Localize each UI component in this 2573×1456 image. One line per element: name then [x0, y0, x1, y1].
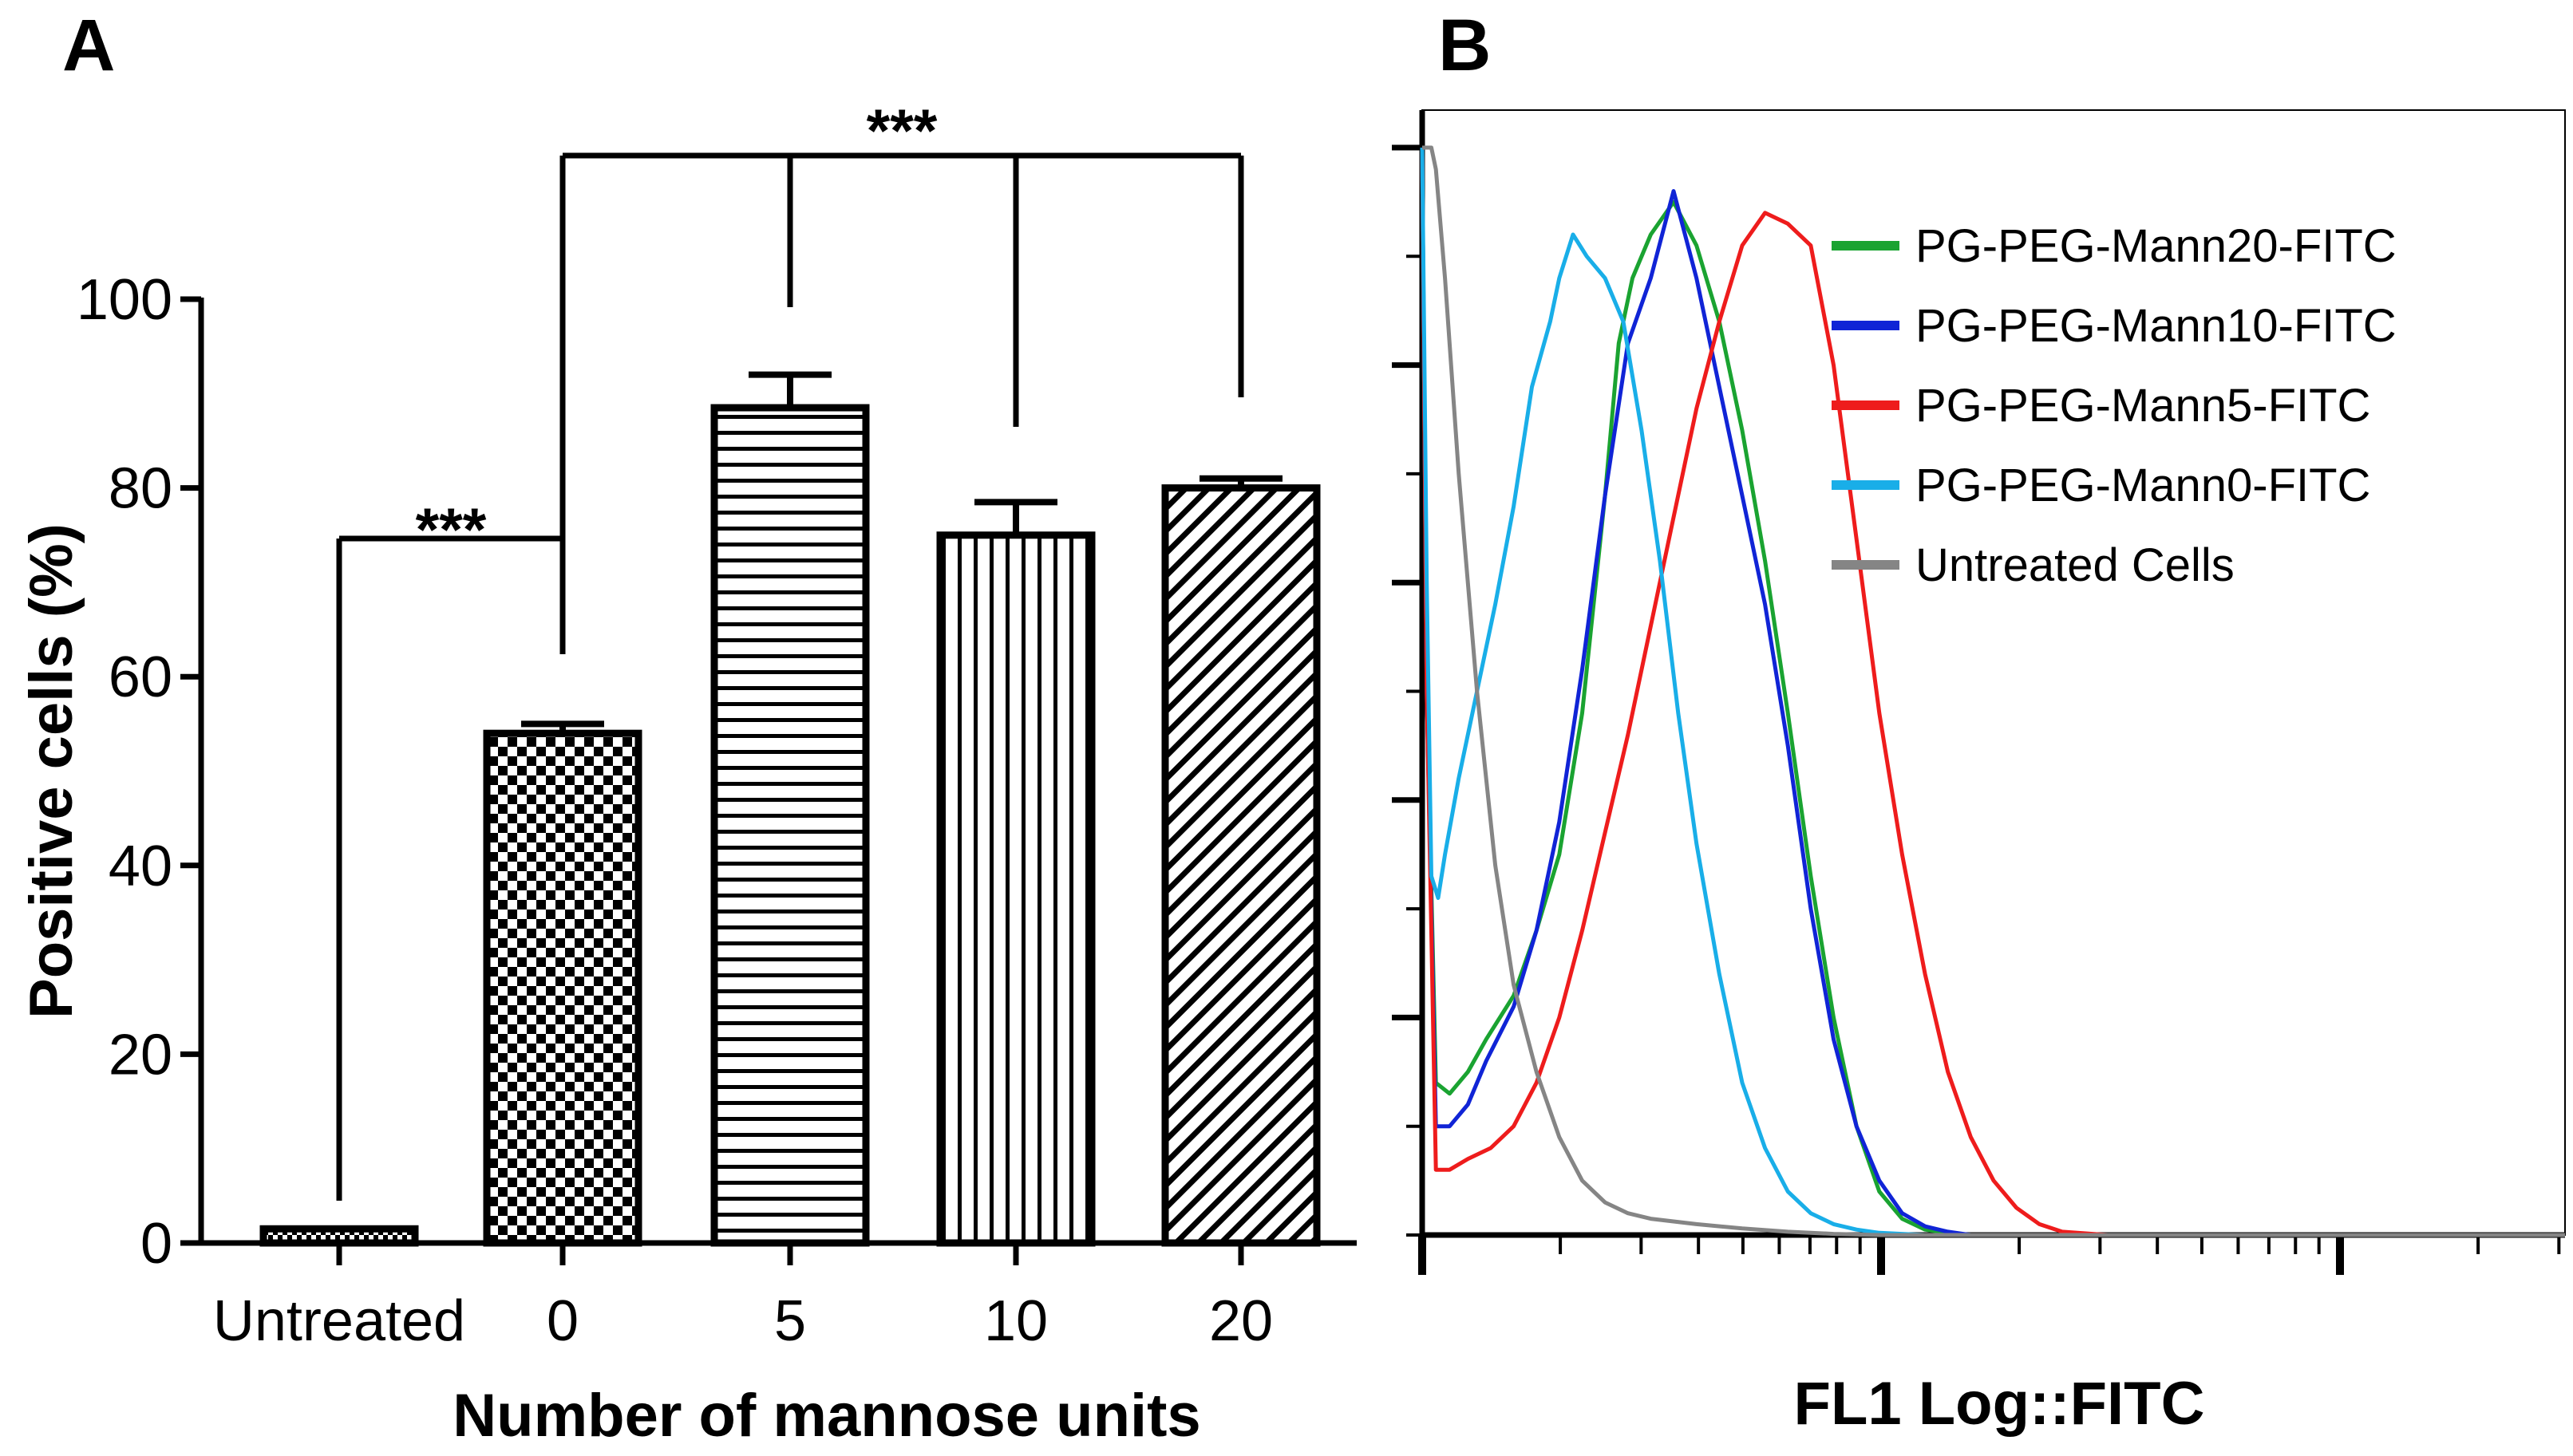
y-tick-label: 0 — [140, 1212, 172, 1276]
y-tick-label: 40 — [109, 835, 172, 898]
y-tick-label: 60 — [109, 645, 172, 709]
y-tick-label: 80 — [109, 457, 172, 521]
legend-label: PG-PEG-Mann20-FITC — [1915, 220, 2397, 272]
bar — [483, 729, 642, 1247]
series-line — [1420, 147, 2565, 1237]
panel-b: B PG-PEG-Mann20-FITCPG-PEG-Mann10-FITCPG… — [1392, 5, 2566, 1438]
panel-b-label: B — [1438, 5, 1491, 86]
series-line — [1420, 147, 2565, 1237]
series-line — [1422, 145, 2565, 1237]
plot-frame — [1421, 109, 2566, 1236]
sig-label: *** — [867, 97, 938, 165]
x-axis-title: Number of mannose units — [453, 1382, 1200, 1450]
series-line — [1420, 147, 2565, 1237]
legend-label: PG-PEG-Mann5-FITC — [1915, 380, 2370, 432]
x-tick-label: 5 — [774, 1289, 806, 1353]
sig-label: *** — [416, 496, 487, 564]
panel-a-label: A — [62, 5, 115, 86]
x-tick-label: 10 — [984, 1289, 1048, 1353]
y-axis-title: Positive cells (%) — [18, 523, 85, 1019]
panel-b-plot: PG-PEG-Mann20-FITC PG-PEG-Mann10-FITC PG-P… — [1392, 109, 2566, 1438]
legend-label: PG-PEG-Mann0-FITC — [1915, 460, 2370, 511]
series-line — [1420, 147, 2565, 1237]
legend-label: Untreated Cells — [1915, 539, 2235, 591]
bar — [1161, 484, 1321, 1247]
x-tick-label: 20 — [1209, 1289, 1273, 1353]
panel-a-plot: 0 20 40 60 80 100 Untreated 0 5 10 20 Positive cell… — [18, 97, 1357, 1450]
x-tick-label: Untreated — [213, 1289, 465, 1353]
legend-label: PG-PEG-Mann10-FITC — [1915, 300, 2397, 352]
x-tick-label: 0 — [547, 1289, 579, 1353]
panel-a: A 0 20 40 60 80 100 Untreated 0 5 10 20 Positive ce… — [18, 5, 1357, 1450]
bar — [259, 1225, 419, 1247]
x-axis-title: FL1 Log::FITC — [1794, 1370, 2205, 1438]
bar — [710, 404, 870, 1247]
y-tick-label: 20 — [109, 1023, 172, 1087]
y-tick-label: 100 — [77, 268, 172, 332]
bar — [936, 531, 1096, 1247]
